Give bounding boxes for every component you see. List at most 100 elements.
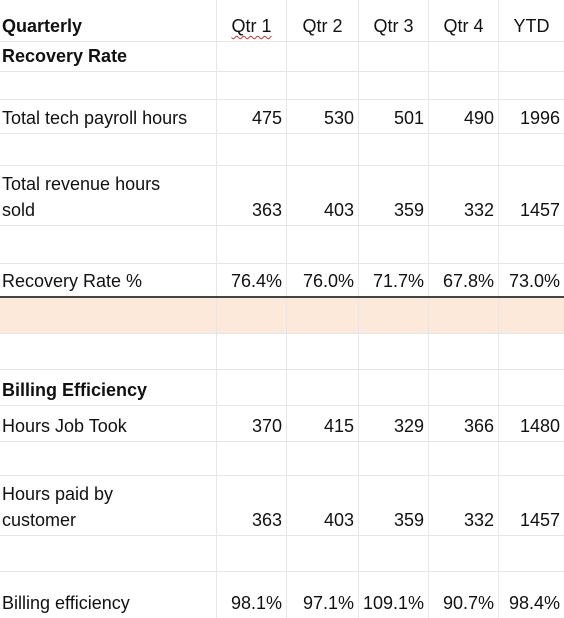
empty-cell[interactable] <box>498 442 564 475</box>
cell-value[interactable]: 403 <box>286 166 358 225</box>
empty-cell[interactable] <box>216 298 286 333</box>
value-qtr4: 490 <box>463 108 494 128</box>
cell-header-qtr1[interactable]: Qtr 1 <box>216 0 286 41</box>
empty-cell[interactable] <box>286 334 358 369</box>
empty-cell[interactable] <box>216 442 286 475</box>
cell-value[interactable]: 403 <box>286 476 358 535</box>
empty-cell[interactable] <box>498 226 564 263</box>
cell-label[interactable]: Recovery Rate % <box>0 264 216 296</box>
empty-cell[interactable] <box>216 536 286 571</box>
cell-label[interactable]: Hours paid by customer <box>0 476 216 535</box>
cell-value[interactable]: 359 <box>358 166 428 225</box>
empty-cell[interactable] <box>498 42 564 71</box>
cell-value[interactable]: 359 <box>358 476 428 535</box>
empty-cell[interactable] <box>358 42 428 71</box>
cell-value[interactable]: 1996 <box>498 100 564 133</box>
empty-cell[interactable] <box>498 134 564 165</box>
cell-value[interactable]: 1457 <box>498 166 564 225</box>
cell-value[interactable]: 98.1% <box>216 572 286 618</box>
empty-cell[interactable] <box>0 536 216 571</box>
empty-cell[interactable] <box>358 298 428 333</box>
empty-cell[interactable] <box>286 72 358 99</box>
cell-value[interactable]: 90.7% <box>428 572 498 618</box>
empty-cell[interactable] <box>0 134 216 165</box>
empty-cell[interactable] <box>358 442 428 475</box>
empty-cell[interactable] <box>216 370 286 405</box>
empty-cell[interactable] <box>498 72 564 99</box>
empty-cell[interactable] <box>428 226 498 263</box>
empty-cell[interactable] <box>286 226 358 263</box>
table-row-recovery-rate: Recovery Rate % 76.4% 76.0% 71.7% 67.8% … <box>0 264 564 298</box>
cell-header-qtr2[interactable]: Qtr 2 <box>286 0 358 41</box>
empty-cell[interactable] <box>498 334 564 369</box>
empty-cell[interactable] <box>428 298 498 333</box>
cell-label[interactable]: Total revenue hours sold <box>0 166 216 225</box>
empty-cell[interactable] <box>428 370 498 405</box>
empty-cell[interactable] <box>428 334 498 369</box>
cell-value[interactable]: 475 <box>216 100 286 133</box>
cell-value[interactable]: 73.0% <box>498 264 564 296</box>
empty-cell[interactable] <box>0 226 216 263</box>
cell-value[interactable]: 530 <box>286 100 358 133</box>
cell-value[interactable]: 1457 <box>498 476 564 535</box>
empty-cell[interactable] <box>216 72 286 99</box>
empty-cell[interactable] <box>286 536 358 571</box>
empty-cell[interactable] <box>0 72 216 99</box>
empty-cell[interactable] <box>428 72 498 99</box>
empty-cell[interactable] <box>286 442 358 475</box>
cell-value[interactable]: 109.1% <box>358 572 428 618</box>
empty-cell[interactable] <box>0 334 216 369</box>
cell-value[interactable]: 76.4% <box>216 264 286 296</box>
cell-value[interactable]: 329 <box>358 406 428 441</box>
cell-value[interactable]: 366 <box>428 406 498 441</box>
empty-cell[interactable] <box>216 334 286 369</box>
empty-cell[interactable] <box>216 42 286 71</box>
empty-cell[interactable] <box>428 442 498 475</box>
cell-value[interactable]: 370 <box>216 406 286 441</box>
cell-section-recovery[interactable]: Recovery Rate <box>0 42 216 71</box>
empty-cell[interactable] <box>358 334 428 369</box>
cell-value[interactable]: 76.0% <box>286 264 358 296</box>
empty-cell[interactable] <box>216 134 286 165</box>
empty-cell[interactable] <box>286 370 358 405</box>
empty-cell[interactable] <box>0 298 216 333</box>
cell-value[interactable]: 332 <box>428 476 498 535</box>
cell-header-label[interactable]: Quarterly <box>0 0 216 41</box>
empty-cell[interactable] <box>498 298 564 333</box>
empty-cell[interactable] <box>498 370 564 405</box>
cell-value[interactable]: 332 <box>428 166 498 225</box>
empty-cell[interactable] <box>358 536 428 571</box>
empty-cell[interactable] <box>428 536 498 571</box>
empty-cell[interactable] <box>428 42 498 71</box>
cell-value[interactable]: 363 <box>216 476 286 535</box>
empty-cell[interactable] <box>286 298 358 333</box>
cell-value[interactable]: 363 <box>216 166 286 225</box>
cell-header-ytd[interactable]: YTD <box>498 0 564 41</box>
cell-header-qtr3[interactable]: Qtr 3 <box>358 0 428 41</box>
cell-value[interactable]: 1480 <box>498 406 564 441</box>
empty-cell[interactable] <box>0 442 216 475</box>
cell-label[interactable]: Hours Job Took <box>0 406 216 441</box>
value-ytd: 1457 <box>519 200 560 220</box>
cell-value[interactable]: 490 <box>428 100 498 133</box>
empty-cell[interactable] <box>358 134 428 165</box>
cell-label[interactable]: Total tech payroll hours <box>0 100 216 133</box>
empty-cell[interactable] <box>498 536 564 571</box>
cell-header-qtr4[interactable]: Qtr 4 <box>428 0 498 41</box>
cell-label[interactable]: Billing efficiency <box>0 572 216 618</box>
empty-cell[interactable] <box>286 42 358 71</box>
cell-value[interactable]: 501 <box>358 100 428 133</box>
cell-value[interactable]: 71.7% <box>358 264 428 296</box>
empty-cell[interactable] <box>286 134 358 165</box>
cell-section-billing[interactable]: Billing Efficiency <box>0 370 216 405</box>
cell-value[interactable]: 67.8% <box>428 264 498 296</box>
empty-cell[interactable] <box>216 226 286 263</box>
column-header-qtr1: Qtr 1 <box>231 16 272 36</box>
empty-cell[interactable] <box>428 134 498 165</box>
empty-cell[interactable] <box>358 72 428 99</box>
empty-cell[interactable] <box>358 370 428 405</box>
cell-value[interactable]: 98.4% <box>498 572 564 618</box>
empty-cell[interactable] <box>358 226 428 263</box>
cell-value[interactable]: 415 <box>286 406 358 441</box>
cell-value[interactable]: 97.1% <box>286 572 358 618</box>
